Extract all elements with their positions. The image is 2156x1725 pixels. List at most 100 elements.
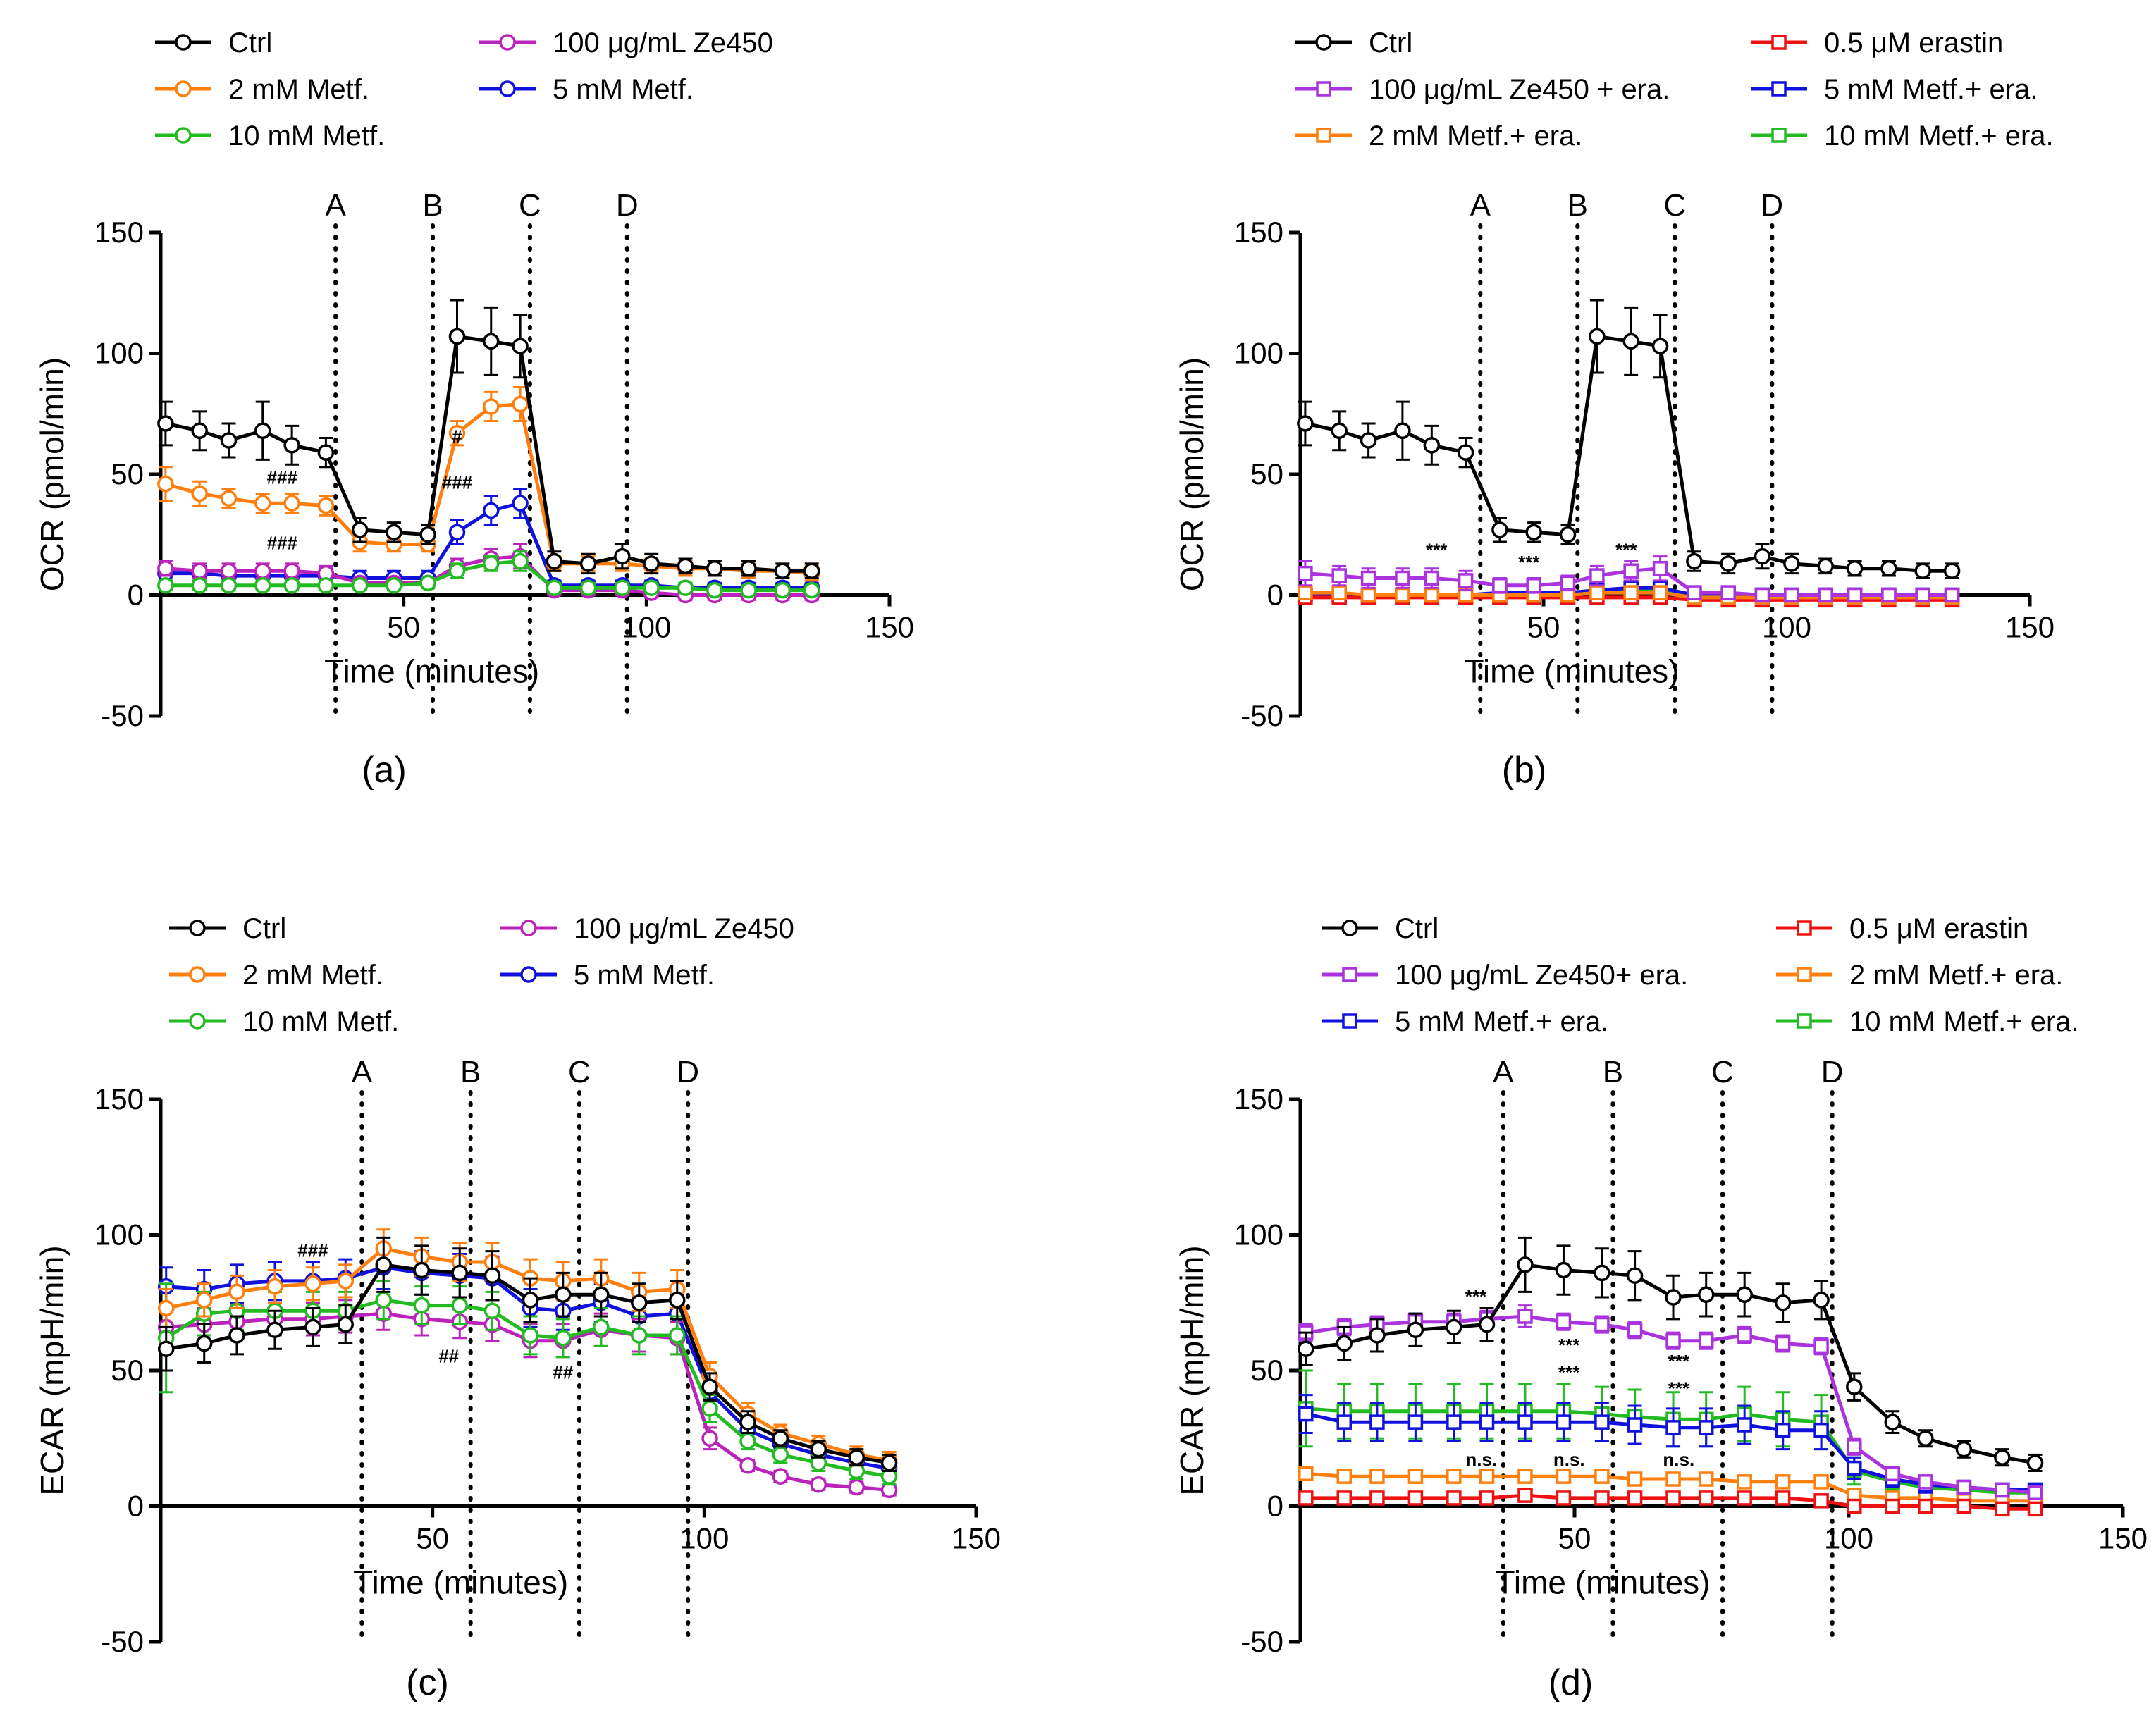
legend-item-5-mm-metf-era: 5 mM Metf.+ era. <box>1322 1006 1608 1037</box>
data-point <box>1492 578 1508 593</box>
significance-annotation: ## <box>438 1345 459 1366</box>
data-point <box>483 1302 501 1320</box>
data-point <box>1479 1414 1495 1430</box>
panel-label: (d) <box>1548 1662 1594 1703</box>
legend-label: 2 mM Metf. <box>242 960 383 991</box>
data-point <box>579 555 597 572</box>
data-point <box>1298 1406 1314 1422</box>
data-point <box>701 1430 718 1447</box>
data-point <box>1360 587 1376 603</box>
data-point <box>1394 422 1411 440</box>
data-point <box>1298 1466 1314 1482</box>
panel-label: (c) <box>406 1662 449 1703</box>
x-tick-label: 50 <box>387 611 420 644</box>
phase-label-a: A <box>1470 188 1491 223</box>
data-point <box>1995 1482 2010 1498</box>
data-point <box>1407 1414 1424 1430</box>
data-point <box>220 432 238 449</box>
data-point <box>2027 1501 2043 1517</box>
data-point <box>1784 587 1799 603</box>
data-point <box>1298 585 1313 600</box>
data-point <box>1298 1340 1314 1357</box>
data-point <box>1446 1469 1462 1484</box>
data-point <box>1847 1439 1862 1454</box>
data-point <box>1589 328 1606 345</box>
data-point <box>1775 1474 1791 1490</box>
data-point <box>1594 1490 1610 1506</box>
data-point <box>1918 1474 1933 1490</box>
data-point <box>512 395 529 413</box>
data-point <box>1736 1286 1753 1303</box>
data-point <box>880 1454 898 1471</box>
phase-label-b: B <box>460 1055 481 1089</box>
data-point <box>706 581 723 599</box>
data-point <box>1589 585 1605 600</box>
legend-swatch-marker <box>499 34 516 51</box>
data-point <box>386 524 402 541</box>
data-point <box>1525 524 1542 541</box>
legend-label: 100 μg/mL Ze450+ era. <box>1395 960 1688 991</box>
legend-item-ctrl: Ctrl <box>1295 27 1412 58</box>
series-10-mm-metf <box>157 550 820 599</box>
data-point <box>1774 1294 1792 1311</box>
phase-label-d: D <box>1821 1055 1844 1089</box>
data-point <box>1665 1420 1681 1435</box>
legend-label: 100 μg/mL Ze450 <box>574 913 794 944</box>
significance-annotation: *** <box>1668 1351 1690 1372</box>
data-point <box>1555 1261 1572 1279</box>
data-point <box>555 1330 572 1347</box>
significance-annotation: *** <box>1615 540 1637 561</box>
data-point <box>220 562 238 579</box>
data-point <box>1369 1469 1385 1484</box>
legend-swatch-marker <box>1316 81 1331 97</box>
legend-item-100-ug-ml-ze450: 100 μg/mL Ze450 <box>500 913 794 944</box>
data-point <box>157 560 174 577</box>
legend-swatch-marker <box>1316 128 1331 143</box>
data-point <box>1818 587 1833 603</box>
data-point <box>1697 1286 1715 1303</box>
y-tick-label: 0 <box>1267 1490 1283 1523</box>
data-point <box>375 1256 392 1273</box>
data-point <box>1556 1469 1572 1484</box>
legend-label: 100 μg/mL Ze450 <box>553 27 773 58</box>
data-point <box>1813 1292 1830 1309</box>
data-point <box>1665 1471 1681 1487</box>
data-point <box>739 1457 756 1474</box>
legend-swatch-marker <box>1315 34 1332 51</box>
data-point <box>1918 1498 1933 1514</box>
legend-label: 5 mM Metf.+ era. <box>1824 74 2038 105</box>
data-point <box>701 1400 718 1417</box>
legend-label: 10 mM Metf.+ era. <box>1849 1006 2079 1037</box>
data-point <box>1665 1289 1682 1306</box>
significance-annotation: ### <box>442 472 473 493</box>
x-axis-title: Time (minutes) <box>1496 1564 1711 1601</box>
data-point <box>1956 1479 1972 1495</box>
data-point <box>266 1278 283 1295</box>
data-point <box>677 579 694 596</box>
data-point <box>810 1440 827 1458</box>
data-point <box>191 577 208 594</box>
data-point <box>1446 1490 1462 1506</box>
legend-item-100-ug-ml-ze450: 100 μg/mL Ze450 <box>479 27 773 58</box>
data-point <box>375 1292 392 1309</box>
phase-label-a: A <box>325 188 346 223</box>
data-point <box>1881 587 1897 603</box>
data-point <box>351 577 369 594</box>
data-point <box>803 562 820 579</box>
data-point <box>1407 1469 1424 1484</box>
x-tick-label: 150 <box>2005 611 2055 644</box>
data-point <box>1623 563 1639 579</box>
data-point <box>1517 1256 1534 1273</box>
phase-label-d: D <box>677 1055 699 1089</box>
data-point <box>195 1292 213 1309</box>
data-point <box>482 398 500 415</box>
data-point <box>304 1275 321 1292</box>
data-point <box>1491 521 1508 538</box>
data-point <box>419 526 436 543</box>
data-point <box>848 1478 866 1496</box>
data-point <box>614 579 631 596</box>
data-point <box>1737 1328 1752 1343</box>
legend-label: 100 μg/mL Ze450 + era. <box>1369 74 1670 105</box>
legend-swatch-marker <box>189 920 206 936</box>
phase-label-a: A <box>1493 1055 1514 1089</box>
